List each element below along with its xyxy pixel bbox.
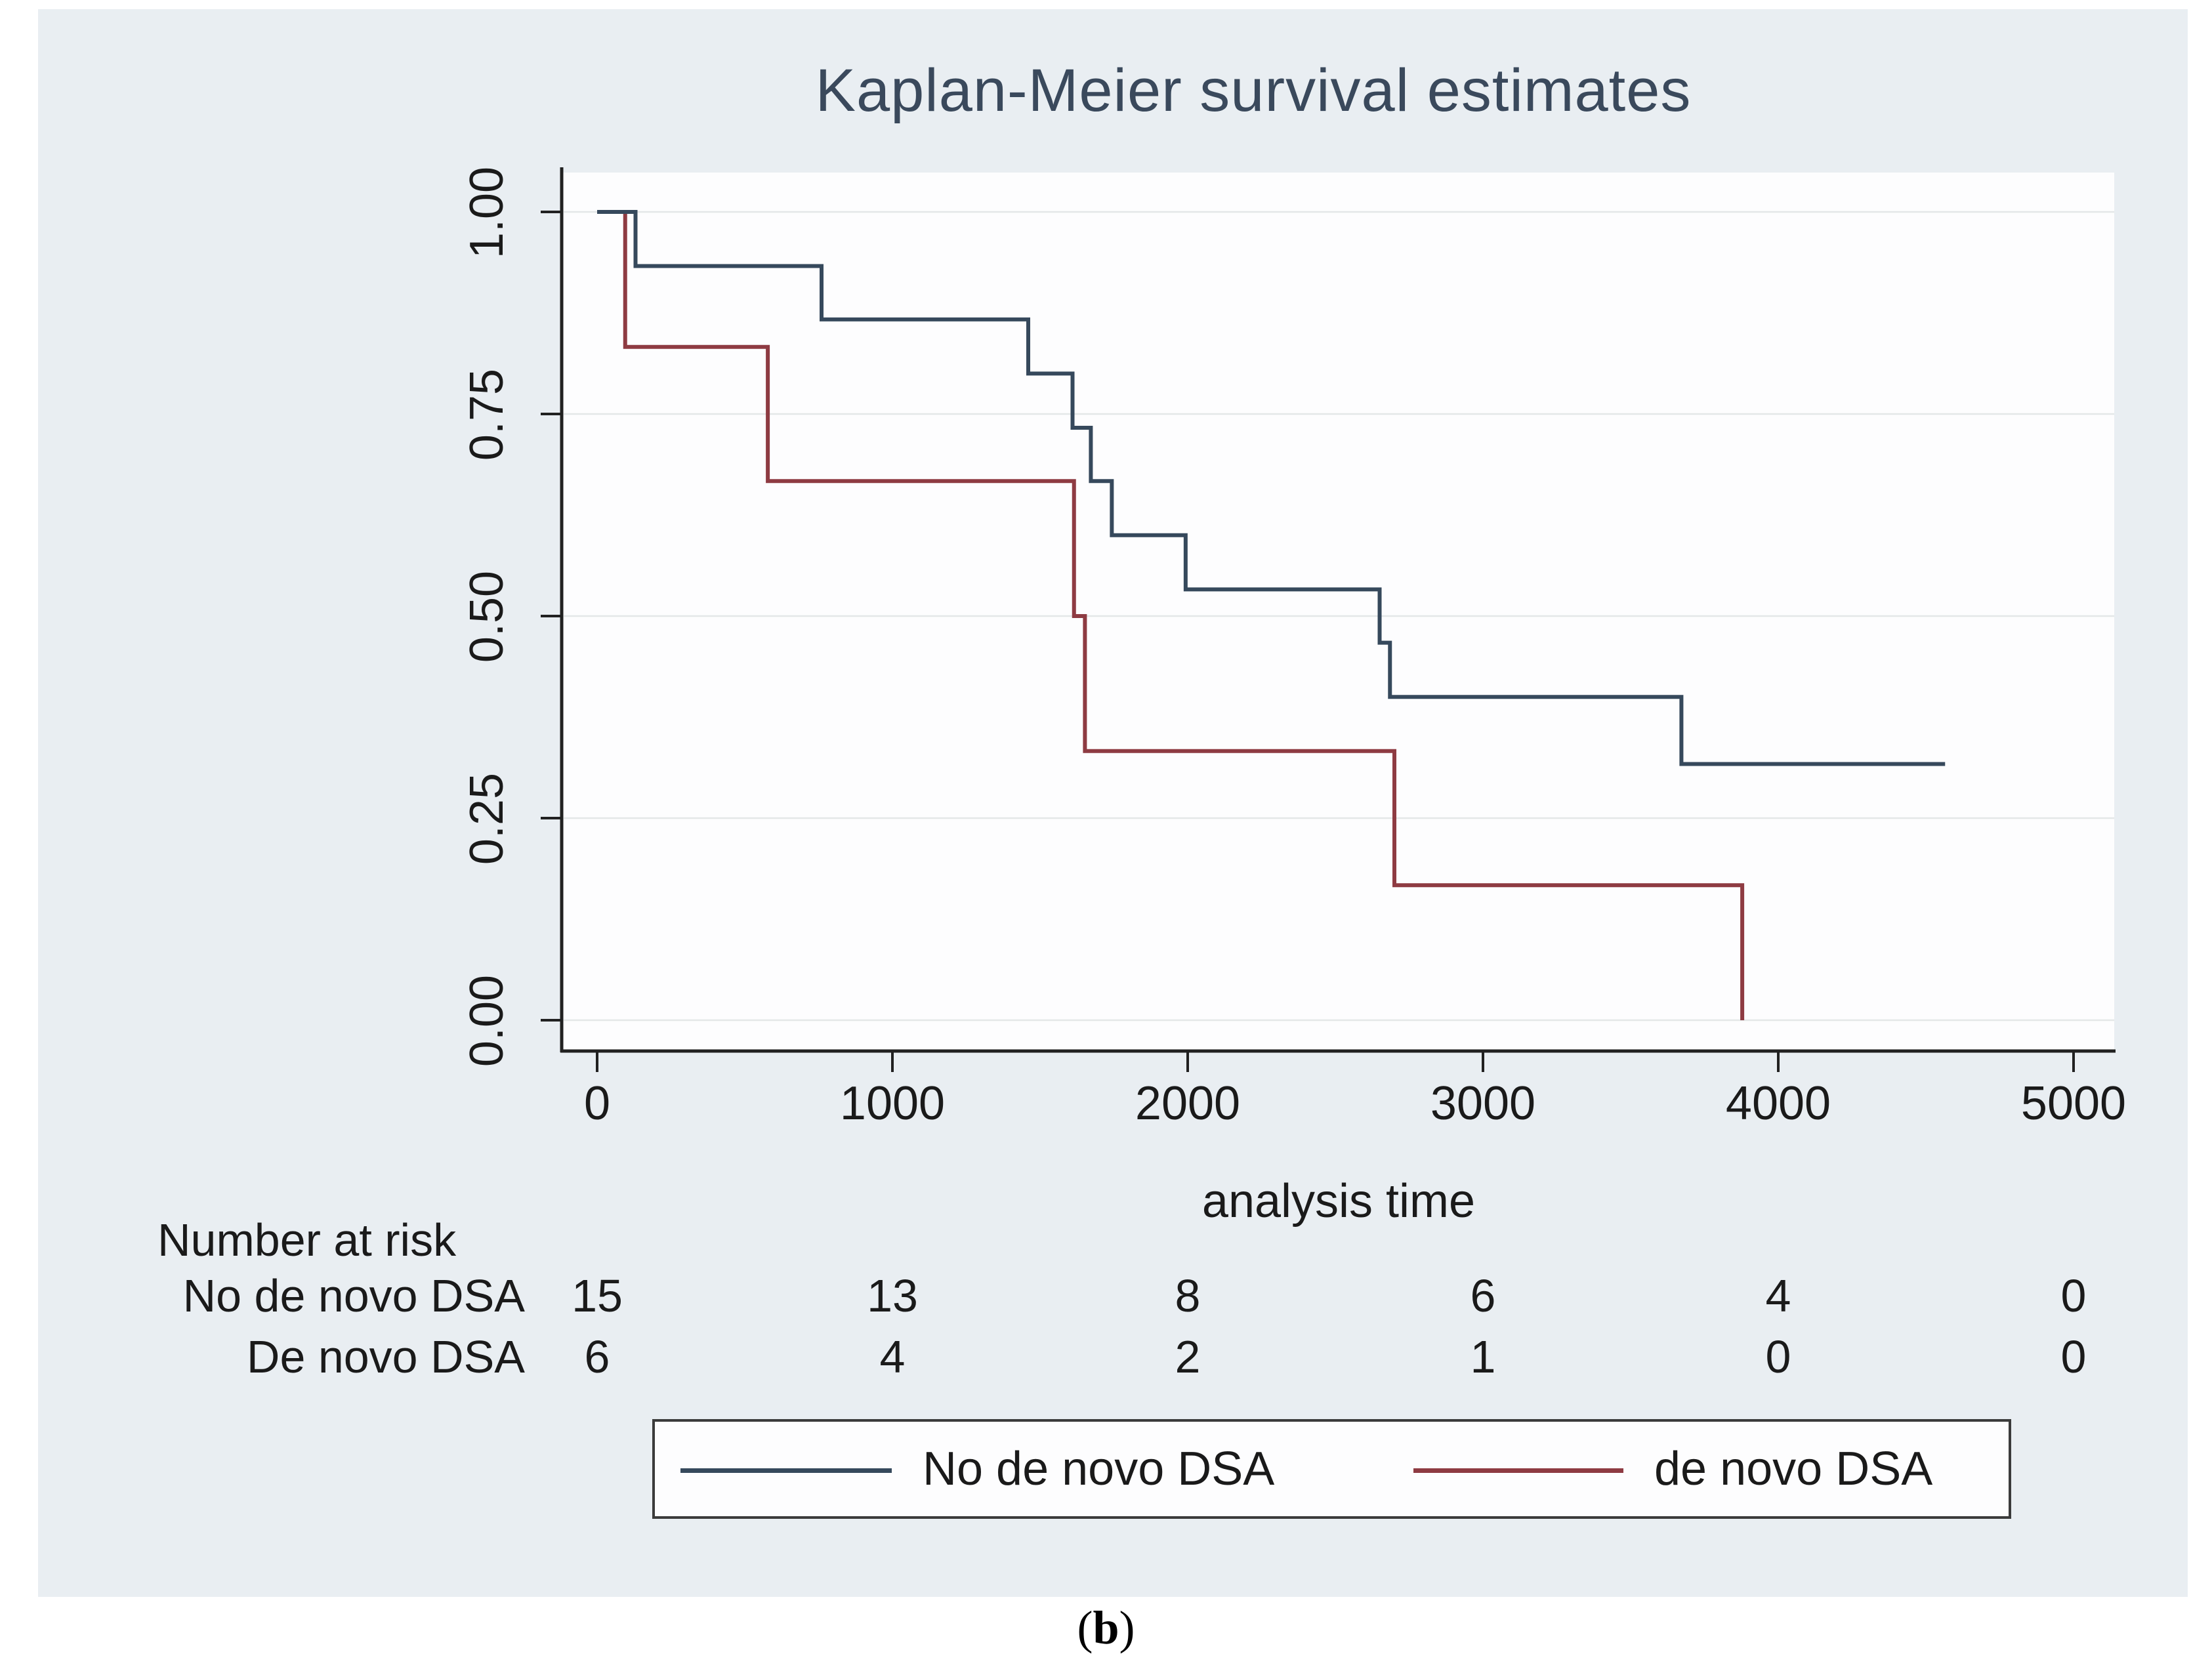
legend-box: No de novo DSA de novo DSA (652, 1419, 2011, 1519)
risk-value: 0 (1765, 1331, 1791, 1382)
legend-line-dsa-icon (1413, 1468, 1623, 1473)
risk-value: 4 (879, 1331, 906, 1382)
x-tick-label-2000: 2000 (1135, 1077, 1241, 1130)
risk-row-label-no-dsa: No de novo DSA (182, 1270, 525, 1321)
risk-value: 1 (1470, 1331, 1496, 1382)
legend-label-dsa: de novo DSA (1654, 1443, 1933, 1495)
risk-table-heading: Number at risk (157, 1214, 457, 1266)
legend-label-no-dsa: No de novo DSA (923, 1443, 1275, 1495)
subfigure-caption: (b) (0, 1601, 2212, 1655)
x-tick-label-3000: 3000 (1430, 1077, 1536, 1130)
caption-close-paren: ) (1119, 1601, 1135, 1654)
risk-value: 13 (867, 1270, 918, 1321)
risk-row-label-dsa: De novo DSA (246, 1331, 525, 1382)
risk-value: 0 (2060, 1270, 2087, 1321)
y-tick-label-100: 1.00 (461, 166, 513, 259)
risk-value: 8 (1175, 1270, 1201, 1321)
chart-title: Kaplan-Meier survival estimates (815, 57, 1692, 124)
caption-letter: b (1093, 1601, 1119, 1654)
risk-value: 6 (584, 1331, 610, 1382)
risk-value: 15 (572, 1270, 623, 1321)
x-tick-label-5000: 5000 (2020, 1077, 2127, 1130)
risk-value: 6 (1470, 1270, 1496, 1321)
risk-value: 4 (1765, 1270, 1791, 1321)
x-axis-title: analysis time (1201, 1175, 1476, 1228)
y-tick-label-075: 0.75 (461, 368, 513, 461)
x-tick-label-4000: 4000 (1725, 1077, 1831, 1130)
risk-value: 2 (1175, 1331, 1201, 1382)
risk-value: 0 (2060, 1331, 2087, 1382)
legend-line-no-dsa-icon (680, 1468, 892, 1473)
x-tick-label-1000: 1000 (839, 1077, 946, 1130)
x-tick-label-0: 0 (583, 1077, 611, 1130)
caption-open-paren: ( (1077, 1601, 1093, 1654)
y-tick-label-025: 0.25 (461, 772, 513, 865)
y-tick-label-050: 0.50 (461, 570, 513, 663)
